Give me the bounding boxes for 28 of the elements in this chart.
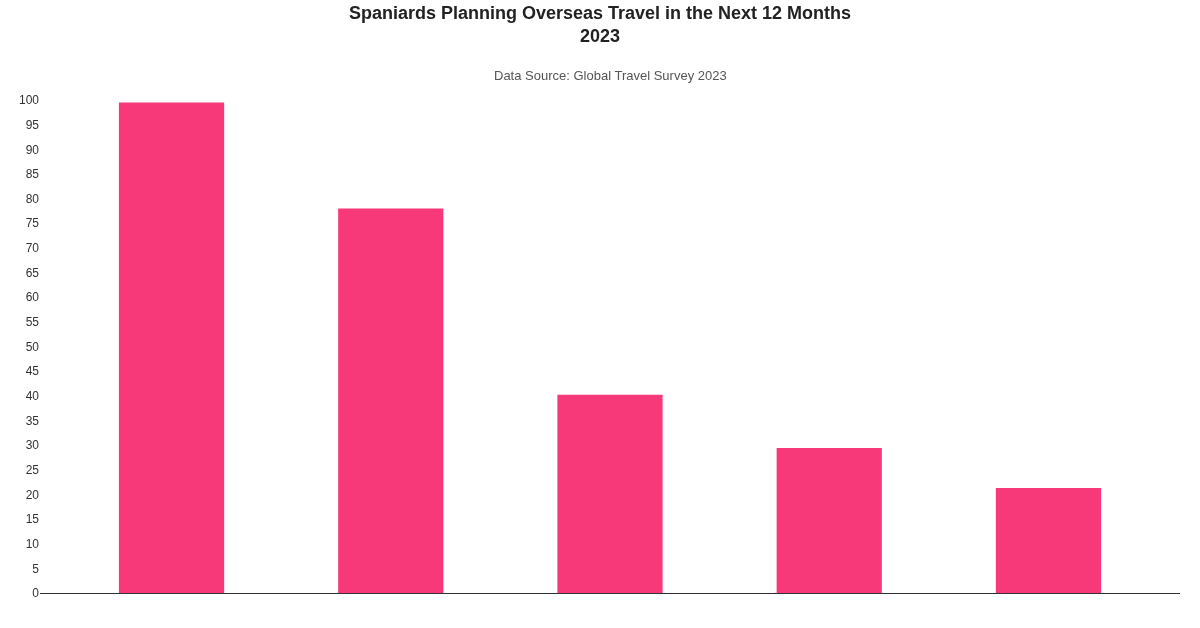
y-tick-label: 10 [25, 536, 40, 551]
bar [338, 208, 444, 593]
y-tick-label: 90 [25, 142, 40, 157]
y-tick-label: 30 [25, 438, 40, 453]
y-tick-label: 95 [25, 117, 40, 132]
y-tick-label: 75 [25, 216, 40, 231]
y-tick-label: 5 [32, 561, 40, 576]
bar [557, 394, 663, 593]
bar [995, 487, 1102, 593]
bar [118, 102, 225, 593]
bar [776, 448, 882, 593]
y-tick-label: 15 [25, 512, 40, 527]
y-tick-label: 20 [25, 487, 40, 502]
y-tick-label: 50 [25, 339, 40, 354]
y-tick-label: 40 [25, 389, 40, 403]
y-tick-label: 35 [25, 413, 40, 428]
y-tick-label: 80 [25, 191, 40, 206]
y-tick-label: 60 [25, 290, 40, 305]
y-tick-label: 45 [25, 364, 40, 379]
y-tick-label: 70 [25, 241, 40, 256]
y-tick-label: 100 [18, 93, 40, 108]
y-tick-label: 0 [32, 586, 40, 601]
y-tick-label: 85 [25, 167, 40, 182]
chart-title: Spaniards Planning Overseas Travel in the Next 12 Months 2023 [348, 2, 852, 47]
chart-subtitle: Data Source: Global Travel Survey 2023 [494, 68, 727, 83]
y-tick-label: 65 [25, 265, 40, 280]
y-tick-label: 25 [25, 462, 40, 477]
y-tick-label: 55 [25, 315, 40, 330]
